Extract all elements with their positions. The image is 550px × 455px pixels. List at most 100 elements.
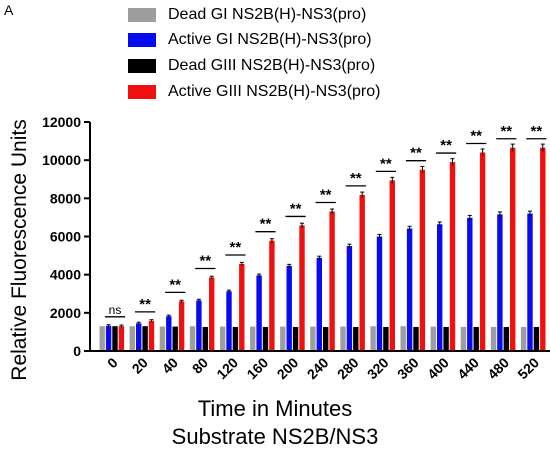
x-tick-label: 200	[274, 354, 302, 382]
x-tick-label: 400	[424, 354, 452, 382]
bar	[189, 326, 196, 351]
significance-label: **	[290, 200, 302, 217]
bar	[520, 326, 527, 351]
y-tick-label: 12000	[42, 114, 81, 130]
legend-swatch-dead-gi	[128, 8, 156, 22]
bar	[353, 326, 359, 351]
x-tick-label: 0	[104, 354, 121, 371]
bar	[299, 225, 305, 351]
x-tick-label: 520	[514, 354, 542, 382]
bar	[340, 326, 346, 351]
significance-layer: ns ** ** ** ** ** ** ** ** ** ** ** ** ** **	[104, 123, 547, 318]
legend-label-active-gi: Active GI NS2B(H)-NS3(pro)	[168, 31, 372, 48]
bar	[316, 257, 322, 351]
bar	[359, 194, 365, 351]
bar	[503, 326, 509, 351]
bar	[449, 162, 456, 351]
significance-label: **	[139, 296, 151, 313]
bar	[383, 326, 389, 351]
bar	[389, 180, 395, 351]
y-tick-label: 4000	[50, 267, 81, 283]
x-tick-label: 20	[129, 354, 151, 376]
x-tick-label: 80	[189, 354, 211, 376]
significance-label: **	[380, 155, 392, 172]
significance-label: **	[169, 276, 181, 293]
bar	[178, 301, 185, 351]
bar	[346, 246, 353, 351]
bar	[310, 326, 316, 351]
y-axis-title: Relative Fluorescence Units	[8, 119, 31, 380]
bar	[232, 326, 239, 351]
x-tick-label: 120	[213, 354, 241, 382]
bar	[443, 326, 449, 351]
bar	[376, 236, 383, 351]
bar	[467, 217, 473, 351]
bar	[497, 214, 503, 351]
legend-swatch-active-giii	[128, 85, 156, 99]
legend-item-dead-gi: Dead GI NS2B(H)-NS3(pro)	[128, 6, 366, 24]
legend-item-active-gi: Active GI NS2B(H)-NS3(pro)	[128, 31, 372, 49]
bar	[112, 326, 118, 351]
bar	[479, 152, 486, 351]
y-tick-label: 0	[73, 343, 81, 359]
bar	[99, 326, 105, 351]
bar	[166, 316, 172, 351]
legend-label-dead-giii: Dead GIII NS2B(H)-NS3(pro)	[168, 57, 376, 74]
significance-label: **	[531, 123, 543, 140]
bars-layer	[99, 143, 546, 351]
bar	[209, 277, 215, 351]
significance-label: **	[350, 170, 362, 187]
x-tick-label: 240	[304, 354, 332, 382]
bar	[510, 147, 516, 351]
bar	[286, 265, 292, 351]
bar	[172, 326, 178, 351]
significance-label: **	[230, 239, 242, 256]
bar	[292, 326, 299, 351]
bar	[460, 326, 467, 351]
bar	[256, 275, 262, 351]
legend-item-dead-giii: Dead GIII NS2B(H)-NS3(pro)	[128, 57, 375, 75]
bar	[419, 169, 426, 351]
bar	[269, 240, 275, 351]
bar	[129, 326, 135, 351]
bar	[413, 326, 419, 351]
x-tick-label: 160	[243, 354, 271, 382]
x-axis-subtitle: Substrate NS2B/NS3	[171, 424, 379, 449]
bar	[262, 326, 269, 351]
bar	[329, 211, 335, 351]
x-tick-label: 480	[484, 354, 512, 382]
significance-label: **	[199, 253, 211, 270]
legend-item-active-giii: Active GIII NS2B(H)-NS3(pro)	[128, 83, 380, 101]
panel-label: A	[4, 2, 14, 18]
bar	[250, 326, 256, 351]
bar	[159, 326, 166, 351]
bar	[540, 147, 546, 351]
bar	[400, 326, 406, 351]
legend-swatch-dead-giii	[128, 59, 156, 73]
bar	[118, 326, 125, 351]
x-axis-title: Time in Minutes	[197, 396, 353, 421]
bar	[280, 326, 286, 351]
bar	[136, 323, 142, 351]
x-tick-label: 440	[454, 354, 482, 382]
y-tick-label: 8000	[50, 190, 81, 206]
bar	[473, 326, 479, 351]
bar	[239, 263, 245, 351]
significance-label: ns	[109, 303, 122, 317]
y-tick-label: 6000	[50, 229, 81, 245]
y-tick-label: 10000	[42, 152, 81, 168]
legend-label-dead-gi: Dead GI NS2B(H)-NS3(pro)	[168, 6, 367, 23]
bar	[219, 326, 226, 351]
bar	[148, 320, 155, 351]
significance-label: **	[470, 128, 482, 145]
significance-label: **	[440, 137, 452, 154]
bar	[226, 291, 232, 351]
bar	[527, 213, 533, 351]
bar	[406, 228, 413, 351]
bar	[142, 326, 148, 351]
x-tick-label: 360	[394, 354, 422, 382]
significance-label: **	[320, 187, 332, 204]
bar	[430, 326, 436, 351]
significance-label: **	[410, 145, 422, 162]
